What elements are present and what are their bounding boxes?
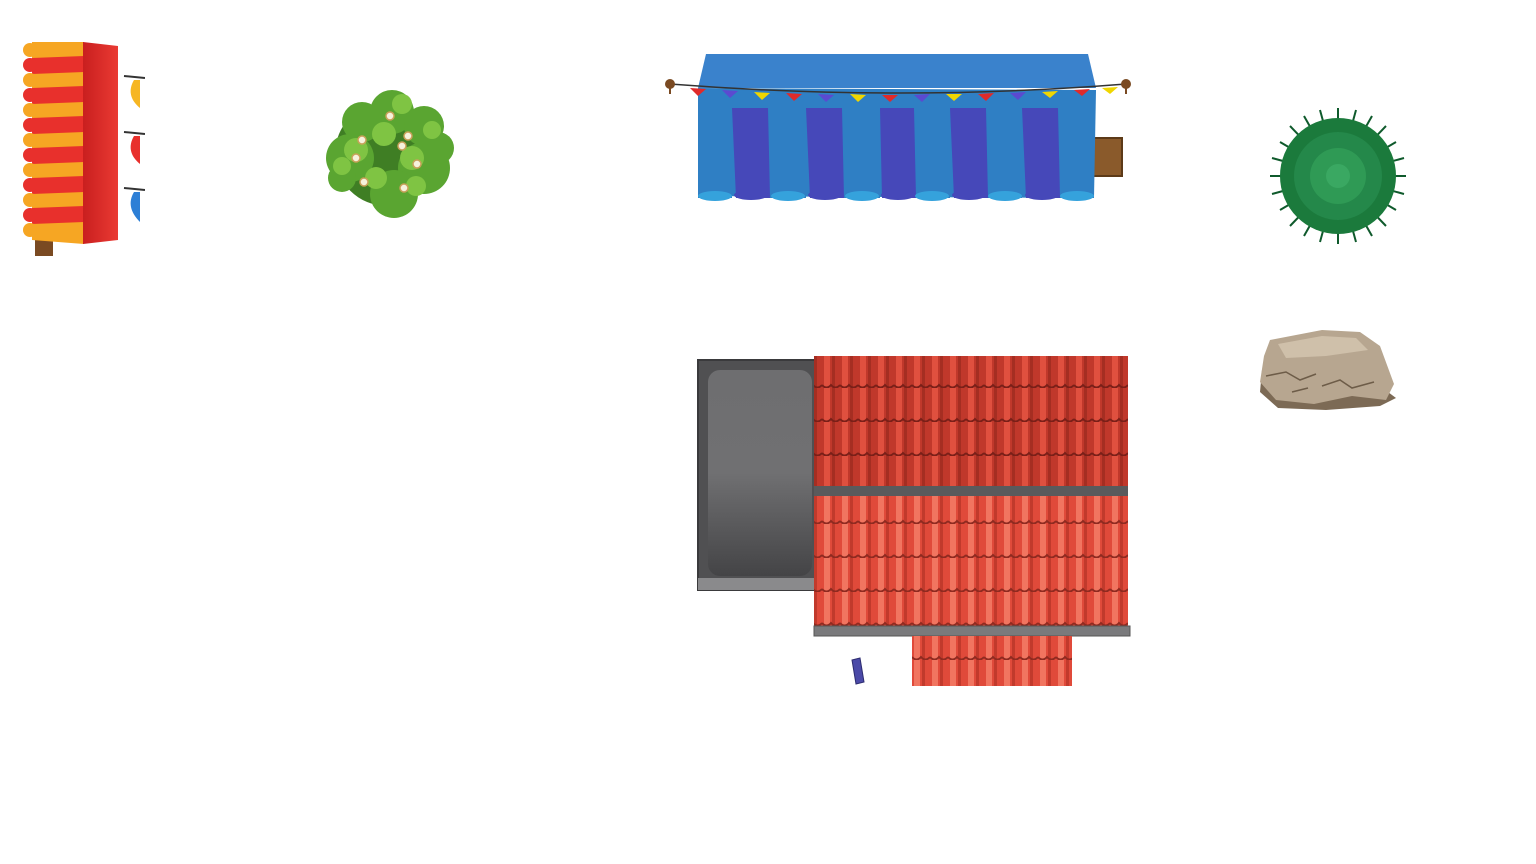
bush-foliage <box>326 90 454 218</box>
boulder-cracks <box>1265 371 1375 393</box>
tent-bunting <box>665 79 1131 102</box>
flowering-bush[interactable] <box>312 86 462 220</box>
stall-side-panel <box>83 42 118 244</box>
stall-awning <box>23 42 84 244</box>
purple-post[interactable] <box>848 656 868 686</box>
boulder-highlight <box>1278 336 1368 358</box>
house-porch-roof <box>912 636 1072 686</box>
tent-awning <box>698 54 1096 201</box>
stall-bunting <box>123 75 145 222</box>
red-yellow-stall[interactable] <box>20 38 145 260</box>
tent-crate <box>1091 137 1123 177</box>
house-flat-roof <box>697 359 819 591</box>
blue-market-tent[interactable] <box>660 50 1140 206</box>
tiled-roof-house[interactable] <box>696 354 1134 688</box>
spiky-shrub[interactable] <box>1268 106 1408 246</box>
shrub-foliage <box>1270 108 1406 244</box>
stall-post <box>35 238 53 256</box>
house-tiled-roof <box>813 356 1131 637</box>
bush-flowers <box>351 111 422 193</box>
boulder[interactable] <box>1256 326 1400 414</box>
